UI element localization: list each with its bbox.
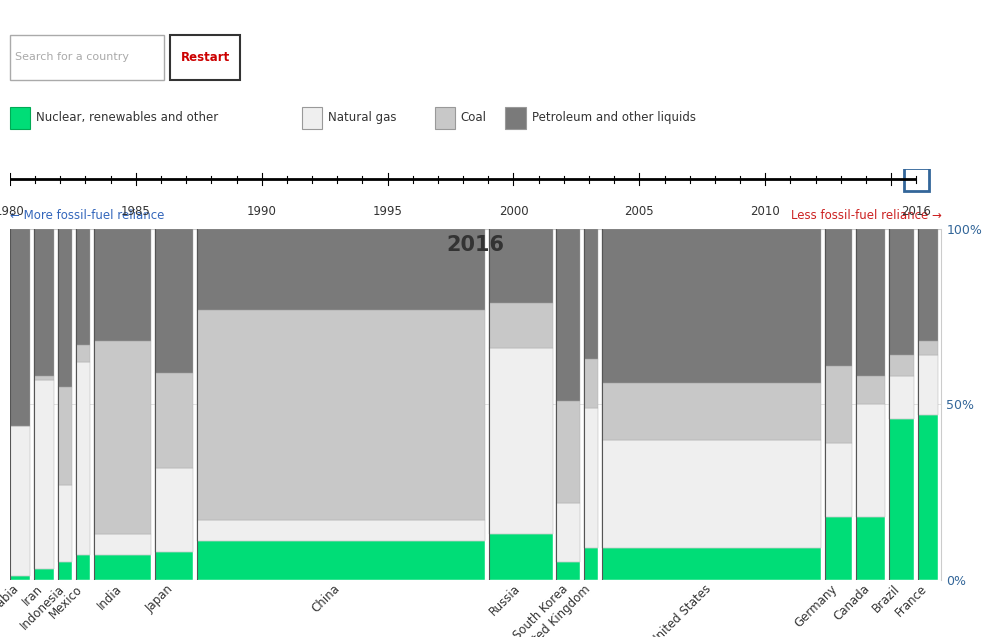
Bar [584,548,599,580]
Text: Search for a country: Search for a country [16,52,130,62]
Bar [556,401,581,503]
Bar [10,576,30,580]
Bar [94,534,151,555]
FancyBboxPatch shape [904,168,929,190]
Bar [197,520,485,541]
Bar [76,345,90,362]
Bar [602,548,821,580]
Bar [197,229,485,310]
Bar [10,229,30,426]
Text: Coal: Coal [461,111,487,124]
Bar [825,517,852,580]
Bar [10,426,30,576]
Bar [855,517,885,580]
Bar [825,366,852,443]
Bar [602,383,821,440]
Bar [155,468,193,552]
FancyBboxPatch shape [10,36,164,80]
Bar [57,562,72,580]
FancyBboxPatch shape [10,106,31,129]
FancyBboxPatch shape [435,106,455,129]
Bar [94,229,151,341]
Bar [855,376,885,404]
Bar [57,485,72,562]
Bar [76,555,90,580]
Bar [855,229,885,376]
Text: Restart: Restart [180,51,230,64]
Bar [602,440,821,548]
Bar [94,555,151,580]
Text: ← More fossil-fuel reliance: ← More fossil-fuel reliance [10,210,165,222]
Bar [584,229,599,359]
FancyBboxPatch shape [505,106,526,129]
Bar [489,534,553,580]
Bar [918,415,937,580]
Bar [34,380,54,569]
Bar [825,229,852,366]
FancyBboxPatch shape [302,106,322,129]
Bar [197,310,485,520]
Bar [34,376,54,380]
Bar [556,562,581,580]
Bar [584,359,599,408]
Bar [94,341,151,534]
Bar [556,503,581,562]
Bar [57,387,72,485]
Bar [155,229,193,373]
Bar [489,348,553,534]
Bar [489,229,553,303]
Bar [57,229,72,387]
Bar [918,355,937,415]
Bar [889,229,914,355]
Bar [155,552,193,580]
Text: Nuclear, renewables and other: Nuclear, renewables and other [36,111,218,124]
Text: Less fossil-fuel reliance →: Less fossil-fuel reliance → [791,210,941,222]
Bar [155,373,193,468]
Bar [855,404,885,517]
Bar [34,229,54,376]
Bar [34,569,54,580]
Bar [602,229,821,383]
Bar [489,303,553,348]
Bar [584,408,599,548]
Bar [889,355,914,376]
Bar [889,419,914,580]
Bar [556,229,581,401]
FancyBboxPatch shape [170,36,240,80]
Text: Natural gas: Natural gas [328,111,396,124]
Text: 2016: 2016 [447,235,504,255]
Text: Petroleum and other liquids: Petroleum and other liquids [531,111,696,124]
Bar [76,362,90,555]
Bar [889,376,914,419]
Bar [918,341,937,355]
Bar [825,443,852,517]
Bar [197,541,485,580]
Bar [76,229,90,345]
Bar [918,229,937,341]
